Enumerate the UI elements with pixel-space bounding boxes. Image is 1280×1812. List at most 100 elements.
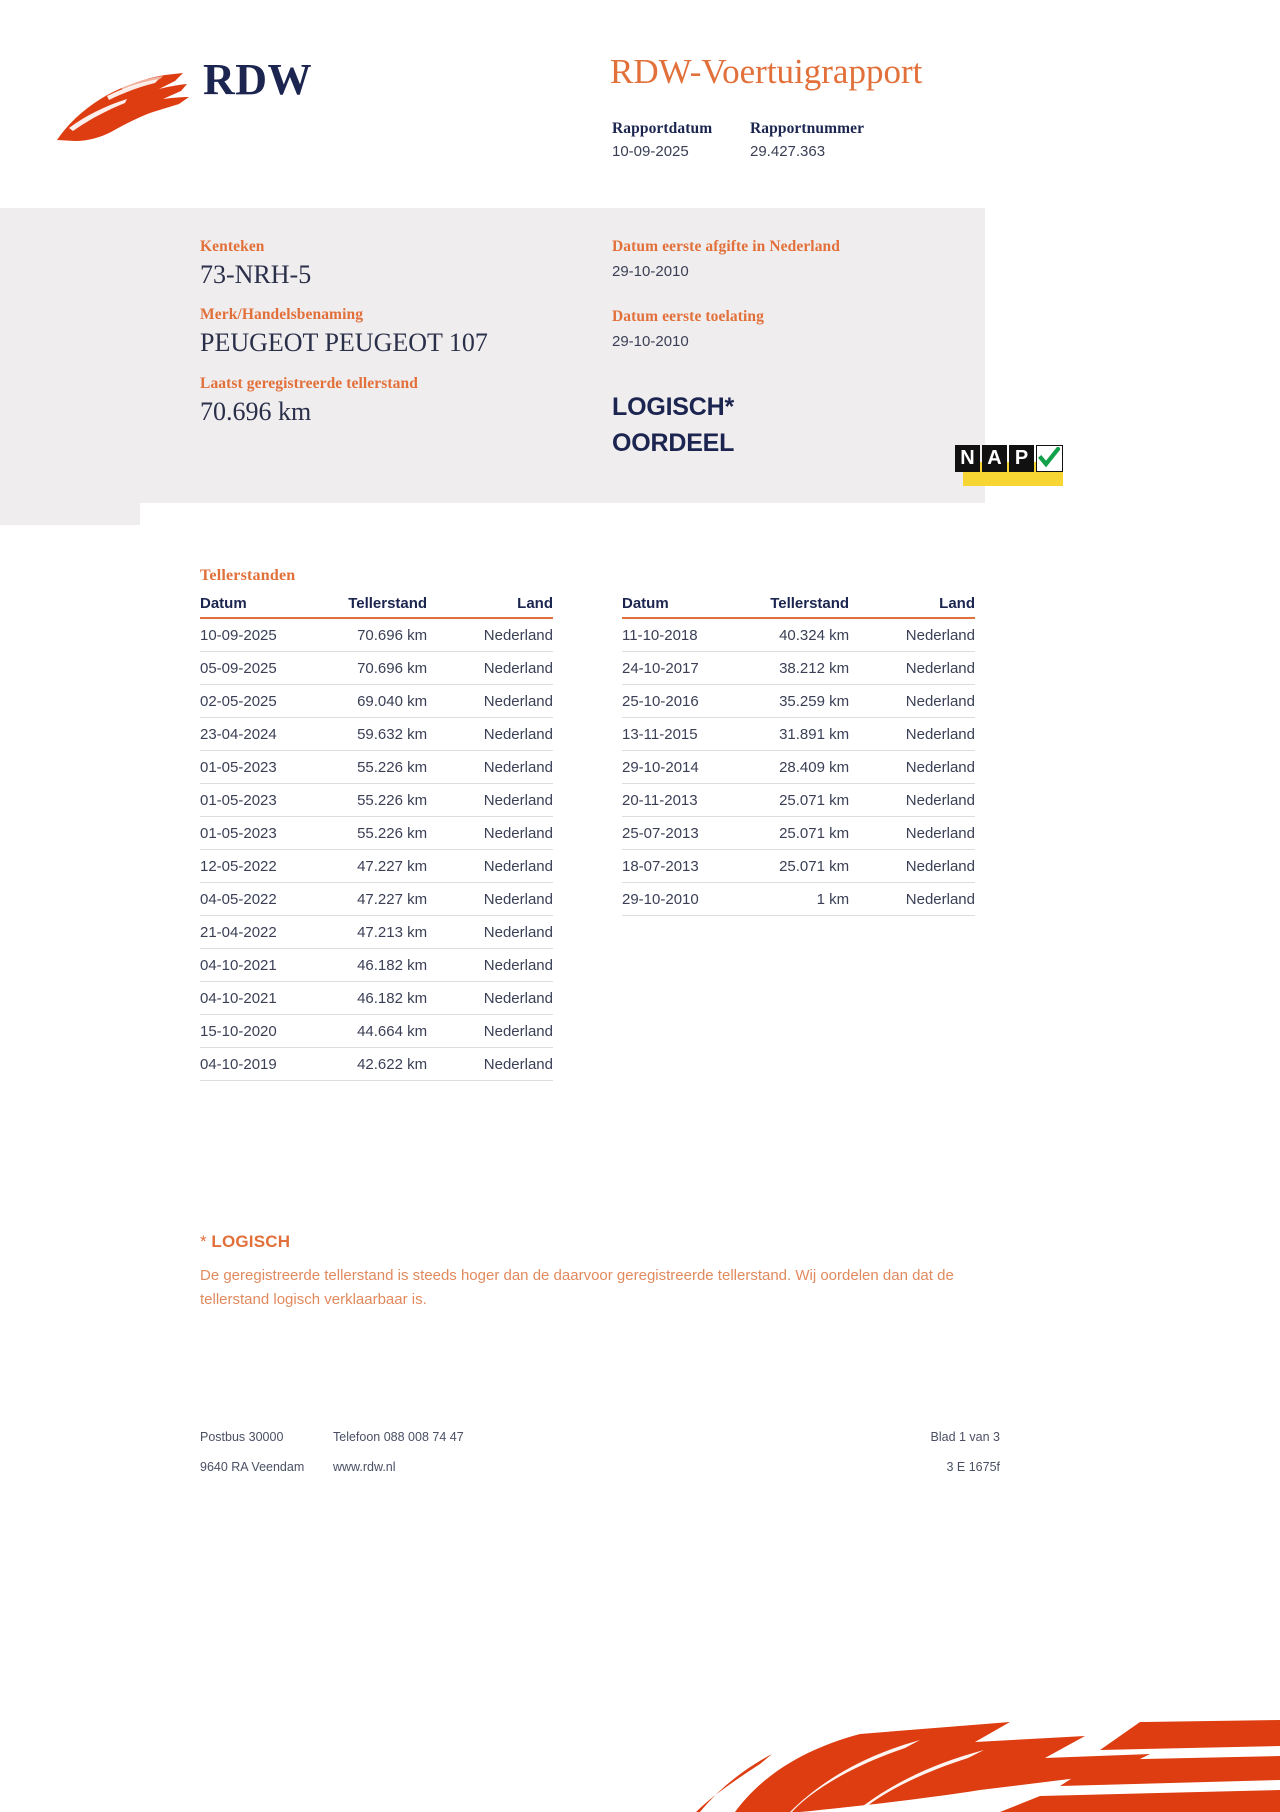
cell-tellerstand: 35.259 km (728, 684, 880, 718)
table-row: 04-10-2021 46.182 km Nederland (200, 948, 553, 982)
nap-letter-p: P (1009, 445, 1034, 472)
cell-datum: 04-10-2021 (200, 948, 307, 982)
table-row: 25-07-2013 25.071 km Nederland (622, 816, 975, 850)
cell-land: Nederland (457, 651, 553, 685)
footer-telefoon: Telefoon 088 008 74 47 (333, 1430, 464, 1444)
tellerstanden-table-left: Datum Tellerstand Land 10-09-2025 70.696 … (200, 595, 553, 1081)
cell-datum: 23-04-2024 (200, 717, 307, 751)
col-header-land: Land (879, 595, 975, 619)
cell-tellerstand: 70.696 km (306, 618, 458, 652)
cell-datum: 21-04-2022 (200, 915, 307, 949)
table-row: 29-10-2010 1 km Nederland (622, 882, 975, 916)
cell-datum: 02-05-2025 (200, 684, 307, 718)
cell-datum: 18-07-2013 (622, 849, 729, 883)
table-row: 20-11-2013 25.071 km Nederland (622, 783, 975, 817)
table-row: 29-10-2014 28.409 km Nederland (622, 750, 975, 784)
page-header: RDW RDW-Voertuigrapport Rapportdatum 10-… (0, 0, 1280, 238)
footnote-star: * (200, 1232, 207, 1251)
panel-notch (0, 503, 140, 525)
tellerstand-value: 70.696 km (200, 396, 312, 426)
meta-value: 10-09-2025 (612, 143, 689, 160)
footnote: * LOGISCH De geregistreerde tellerstand … (200, 1232, 1000, 1313)
cell-land: Nederland (457, 684, 553, 718)
nap-letter-a: A (982, 445, 1007, 472)
cell-land: Nederland (879, 651, 975, 685)
tellerstanden-table-right: Datum Tellerstand Land 11-10-2018 40.324 … (622, 595, 975, 916)
cell-datum: 20-11-2013 (622, 783, 729, 817)
nap-badge: N A P (955, 445, 1063, 487)
merk-value: PEUGEOT PEUGEOT 107 (200, 328, 488, 358)
vehicle-summary-panel: Kenteken 73-NRH-5 Merk/Handelsbenaming P… (0, 208, 985, 503)
footer-website[interactable]: www.rdw.nl (333, 1460, 396, 1474)
cell-land: Nederland (879, 750, 975, 784)
cell-land: Nederland (879, 618, 975, 652)
table-row: 13-11-2015 31.891 km Nederland (622, 717, 975, 751)
merk-label: Merk/Handelsbenaming (200, 306, 364, 324)
cell-land: Nederland (879, 882, 975, 916)
green-check-icon (1036, 445, 1063, 472)
kenteken-value: 73-NRH-5 (200, 260, 312, 289)
verdict-block: LOGISCH* OORDEEL (612, 390, 812, 461)
table-header-row: Datum Tellerstand Land (622, 595, 975, 619)
cell-tellerstand: 40.324 km (728, 618, 880, 652)
cell-tellerstand: 25.071 km (728, 783, 880, 817)
cell-land: Nederland (457, 1047, 553, 1081)
table-row: 12-05-2022 47.227 km Nederland (200, 849, 553, 883)
cell-land: Nederland (457, 1014, 553, 1048)
table-row: 04-10-2019 42.622 km Nederland (200, 1047, 553, 1081)
table-row: 23-04-2024 59.632 km Nederland (200, 717, 553, 751)
tellerstand-label: Laatst geregistreerde tellerstand (200, 374, 418, 392)
table-row: 02-05-2025 69.040 km Nederland (200, 684, 553, 718)
verdict-line-2: OORDEEL (612, 428, 735, 457)
table-row: 24-10-2017 38.212 km Nederland (622, 651, 975, 685)
nap-letter-boxes: N A P (955, 445, 1063, 472)
meta-value: 29.427.363 (750, 143, 826, 160)
verdict-line-1: LOGISCH* (612, 393, 735, 421)
table-row: 05-09-2025 70.696 km Nederland (200, 651, 553, 685)
meta-label: Rapportdatum (612, 120, 713, 137)
cell-tellerstand: 25.071 km (728, 849, 880, 883)
table-row: 25-10-2016 35.259 km Nederland (622, 684, 975, 718)
cell-tellerstand: 47.227 km (306, 849, 458, 883)
table-row: 10-09-2025 70.696 km Nederland (200, 618, 553, 652)
afgifte-value: 29-10-2010 (612, 263, 689, 280)
cell-tellerstand: 31.891 km (728, 717, 880, 751)
footer-postbus: Postbus 30000 (200, 1430, 284, 1444)
cell-land: Nederland (457, 981, 553, 1015)
cell-datum: 04-10-2021 (200, 981, 307, 1015)
cell-land: Nederland (457, 618, 553, 652)
col-header-tellerstand: Tellerstand (728, 595, 880, 619)
table-row: 21-04-2022 47.213 km Nederland (200, 915, 553, 949)
verdict-text: LOGISCH* OORDEEL (612, 390, 812, 461)
cell-datum: 12-05-2022 (200, 849, 307, 883)
cell-land: Nederland (457, 816, 553, 850)
cell-datum: 11-10-2018 (622, 618, 729, 652)
footer-form-code: 3 E 1675f (946, 1460, 1000, 1474)
cell-land: Nederland (457, 717, 553, 751)
rdw-logo[interactable]: RDW (55, 48, 355, 148)
page-footer-row-2: 9640 RA Veendam www.rdw.nl 3 E 1675f (200, 1460, 1000, 1474)
cell-tellerstand: 42.622 km (306, 1047, 458, 1081)
meta-rapportnummer: Rapportnummer 29.427.363 (750, 120, 930, 160)
cell-tellerstand: 46.182 km (306, 948, 458, 982)
cell-tellerstand: 70.696 km (306, 651, 458, 685)
cell-datum: 01-05-2023 (200, 750, 307, 784)
page-footer-row-1: Postbus 30000 Telefoon 088 008 74 47 Bla… (200, 1430, 1000, 1444)
footnote-keyword: LOGISCH (211, 1232, 291, 1251)
footer-city: 9640 RA Veendam (200, 1460, 305, 1474)
report-title: RDW-Voertuigrapport (610, 52, 923, 91)
cell-land: Nederland (457, 948, 553, 982)
cell-tellerstand: 38.212 km (728, 651, 880, 685)
cell-land: Nederland (457, 849, 553, 883)
cell-tellerstand: 69.040 km (306, 684, 458, 718)
table-row: 15-10-2020 44.664 km Nederland (200, 1014, 553, 1048)
cell-datum: 24-10-2017 (622, 651, 729, 685)
kenteken-label: Kenteken (200, 238, 265, 255)
summary-right-column: Datum eerste afgifte in Nederland 29-10-… (612, 238, 982, 378)
tellerstanden-title: Tellerstanden (200, 567, 296, 584)
bottom-brand-stripe (0, 1720, 1280, 1812)
meta-rapportdatum: Rapportdatum 10-09-2025 (612, 120, 732, 160)
cell-tellerstand: 1 km (728, 882, 880, 916)
cell-tellerstand: 44.664 km (306, 1014, 458, 1048)
cell-tellerstand: 55.226 km (306, 750, 458, 784)
